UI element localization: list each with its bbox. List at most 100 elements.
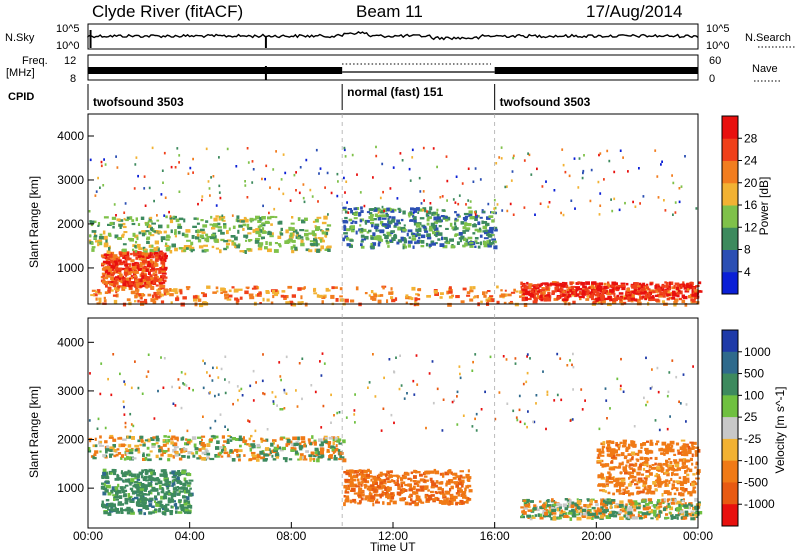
velocity-cell bbox=[252, 399, 255, 402]
velocity-cell bbox=[389, 499, 393, 503]
power-cell bbox=[519, 295, 522, 298]
power-cell bbox=[375, 145, 377, 149]
velocity-cell bbox=[452, 472, 455, 476]
power-cell bbox=[201, 292, 205, 295]
velocity-cell bbox=[124, 501, 129, 505]
power-cell bbox=[129, 286, 133, 290]
velocity-cell bbox=[137, 450, 141, 454]
velocity-cell bbox=[654, 488, 658, 492]
power-cell bbox=[159, 251, 164, 255]
power-cell bbox=[101, 272, 107, 275]
power-cell bbox=[500, 289, 503, 292]
power-cell bbox=[132, 232, 136, 237]
velocity-cell bbox=[320, 426, 323, 429]
velocity-cell bbox=[624, 471, 629, 475]
velocity-cell bbox=[622, 469, 628, 472]
power-cell bbox=[129, 216, 133, 220]
power-cell bbox=[206, 285, 211, 289]
power-cell bbox=[679, 290, 683, 295]
power-cell bbox=[575, 293, 580, 297]
velocity-cell bbox=[384, 486, 388, 489]
velocity-cell bbox=[620, 452, 625, 457]
velocity-cell bbox=[680, 439, 686, 442]
power-cell bbox=[237, 243, 241, 246]
velocity-cell bbox=[631, 516, 635, 520]
velocity-cell bbox=[174, 471, 179, 476]
power-cell bbox=[370, 295, 375, 300]
power-cell bbox=[601, 292, 605, 296]
power-cell bbox=[324, 248, 330, 251]
power-cell bbox=[337, 180, 339, 183]
power-cell bbox=[460, 300, 465, 304]
velocity-cell bbox=[393, 481, 398, 484]
power-cell bbox=[364, 292, 368, 295]
velocity-cell bbox=[365, 480, 370, 484]
velocity-cb-tick-1: 500 bbox=[744, 367, 764, 381]
velocity-cell bbox=[162, 439, 166, 442]
velocity-cell bbox=[146, 446, 150, 450]
power-cell bbox=[102, 280, 106, 284]
velocity-cell bbox=[159, 473, 165, 477]
velocity-cell bbox=[480, 408, 483, 411]
velocity-cell bbox=[689, 457, 693, 462]
power-cell bbox=[457, 202, 460, 206]
power-cell bbox=[451, 226, 457, 230]
velocity-cell bbox=[276, 444, 279, 448]
power-cell bbox=[529, 284, 535, 287]
power-cell bbox=[178, 190, 181, 193]
power-cell bbox=[649, 289, 654, 293]
velocity-cell bbox=[696, 469, 701, 473]
velocity-cell bbox=[336, 436, 340, 440]
power-cell bbox=[349, 239, 354, 242]
velocity-cell bbox=[455, 492, 459, 495]
power-cell bbox=[327, 248, 331, 252]
velocity-cell bbox=[458, 365, 461, 368]
velocity-cell bbox=[525, 380, 528, 384]
velocity-cell bbox=[191, 452, 195, 455]
power-cell bbox=[100, 164, 103, 168]
velocity-cell bbox=[662, 463, 668, 466]
power-cell bbox=[353, 207, 358, 211]
velocity-cell bbox=[456, 487, 462, 490]
power-cell bbox=[220, 238, 225, 242]
power-cell bbox=[406, 232, 409, 237]
velocity-cell bbox=[565, 512, 568, 515]
power-cell bbox=[264, 220, 270, 224]
power-cell bbox=[103, 242, 109, 247]
velocity-cell bbox=[538, 513, 543, 518]
velocity-cell bbox=[645, 403, 647, 407]
velocity-cell bbox=[113, 471, 117, 476]
power-cell bbox=[94, 290, 98, 293]
power-cell bbox=[469, 298, 474, 302]
velocity-cell bbox=[430, 470, 435, 474]
power-cell bbox=[119, 273, 123, 278]
velocity-cell bbox=[427, 489, 430, 492]
velocity-cell bbox=[164, 479, 169, 483]
velocity-cell bbox=[678, 458, 684, 462]
velocity-cell bbox=[209, 391, 211, 394]
velocity-cell bbox=[389, 474, 393, 478]
power-cell bbox=[559, 290, 564, 294]
beam-title: Beam 11 bbox=[356, 2, 423, 21]
power-cell bbox=[170, 165, 173, 169]
velocity-cell bbox=[687, 450, 692, 455]
velocity-cell bbox=[133, 496, 139, 500]
power-cell bbox=[639, 294, 641, 299]
velocity-cell bbox=[173, 491, 177, 495]
power-cell bbox=[528, 283, 533, 286]
velocity-cell bbox=[569, 359, 571, 362]
velocity-cell bbox=[669, 446, 673, 450]
velocity-cell bbox=[259, 450, 264, 455]
velocity-cell bbox=[167, 453, 173, 458]
velocity-cell bbox=[665, 479, 669, 483]
power-cell bbox=[166, 236, 171, 239]
velocity-cell bbox=[682, 373, 685, 376]
velocity-cell bbox=[669, 415, 671, 418]
power-cell bbox=[195, 236, 200, 240]
velocity-cell bbox=[115, 490, 119, 495]
power-cell bbox=[288, 226, 292, 231]
velocity-cell bbox=[524, 504, 530, 508]
power-cell bbox=[125, 256, 129, 259]
velocity-cell bbox=[452, 476, 457, 480]
velocity-cell bbox=[379, 481, 384, 485]
